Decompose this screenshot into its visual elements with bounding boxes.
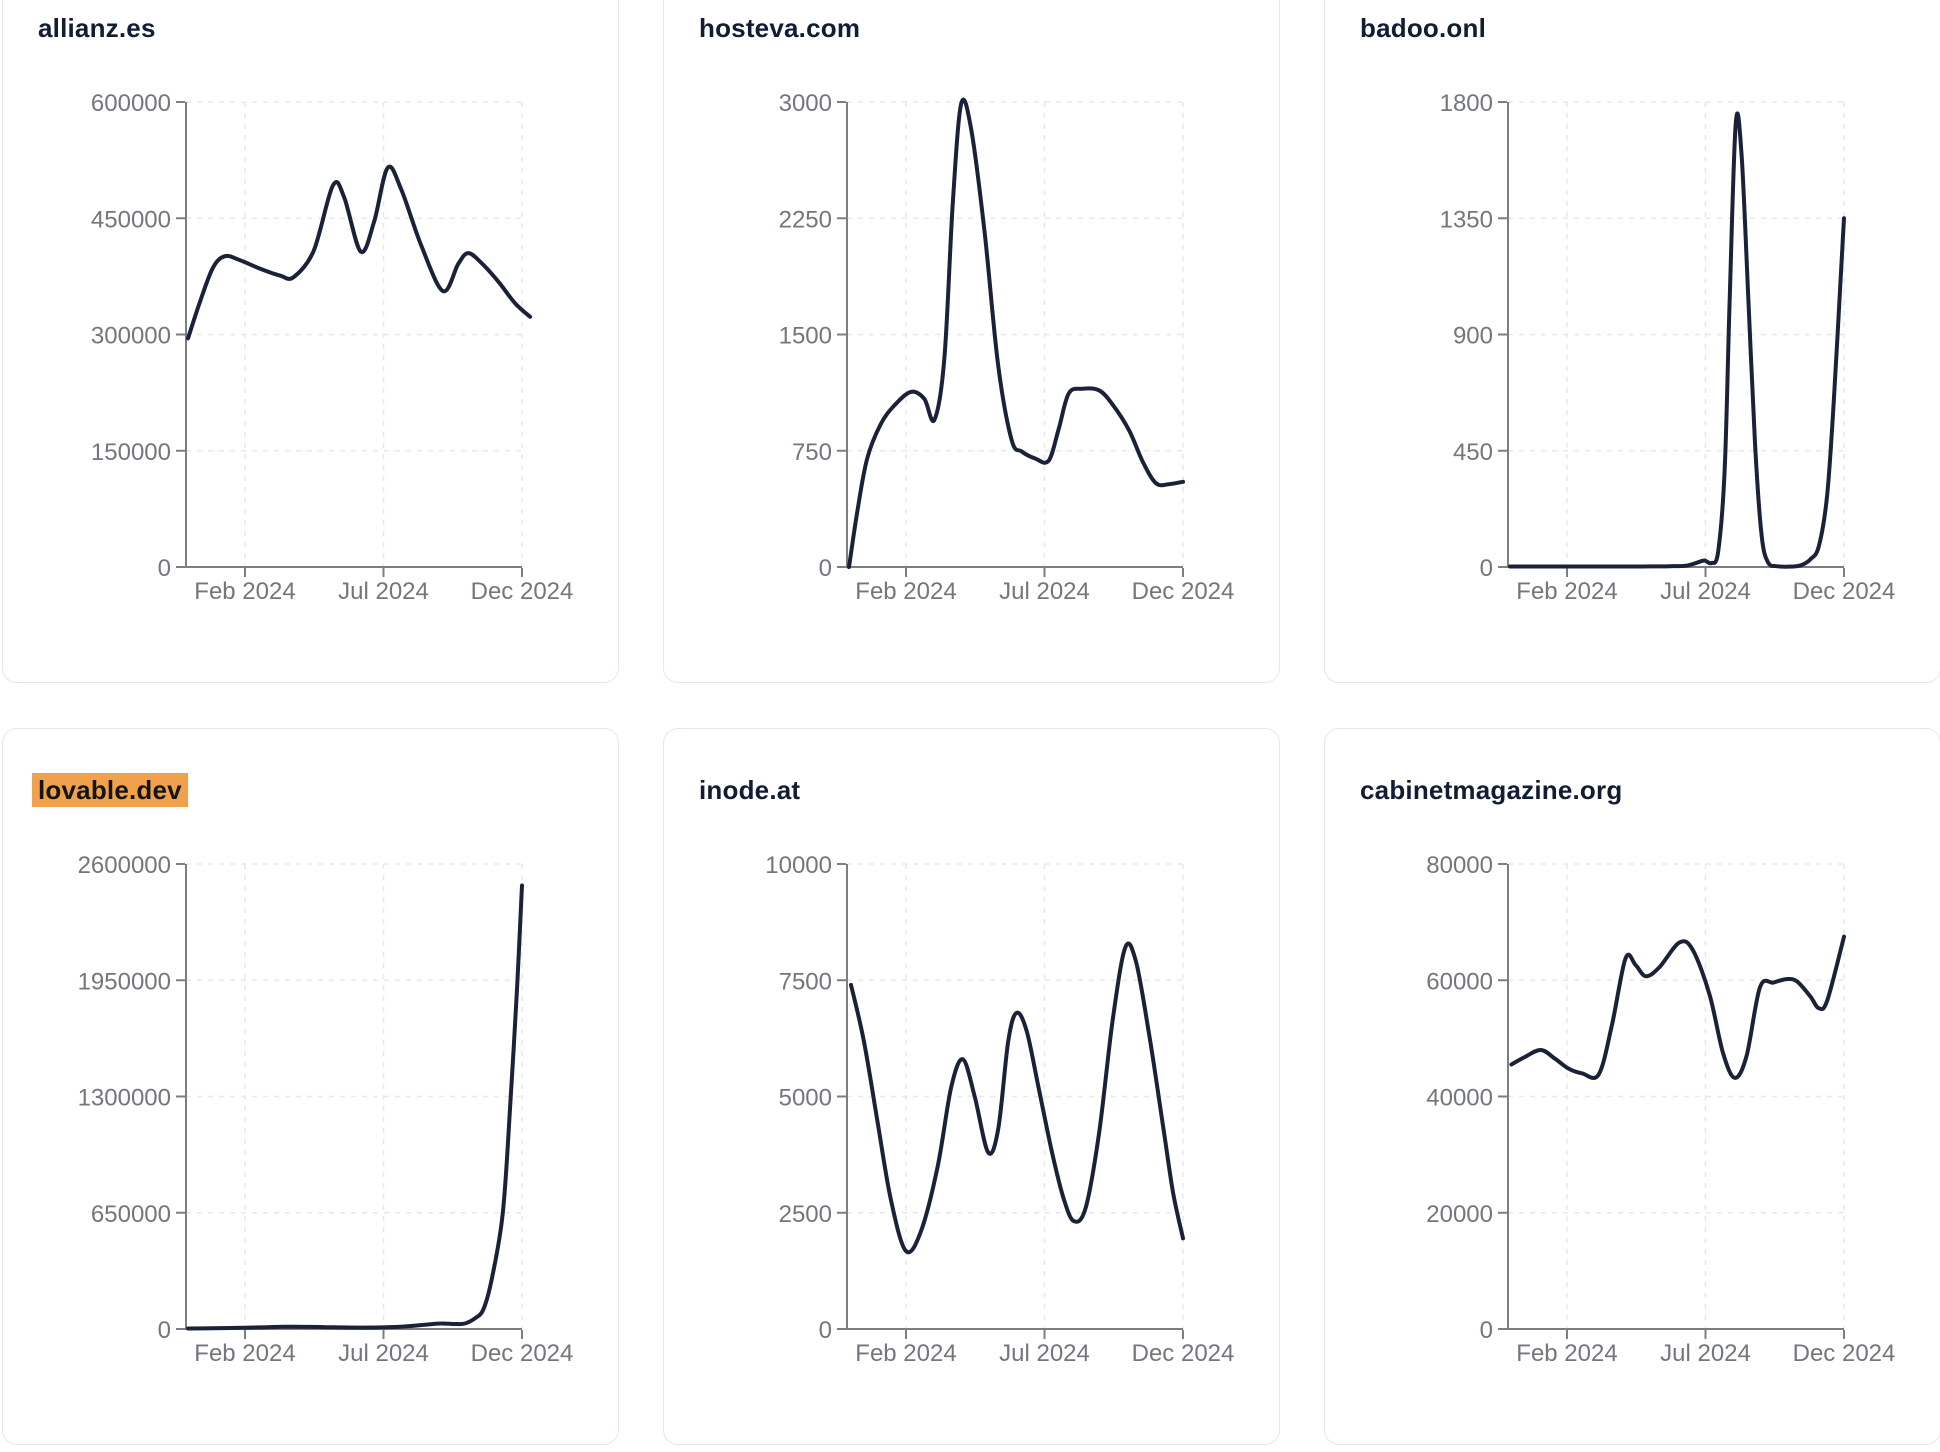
x-tick-label: Feb 2024 (1516, 1340, 1617, 1367)
axes (837, 863, 1184, 1339)
chart-card-hosteva-com[interactable]: hosteva.com 0 750 1500 2250 3000 Feb 2024 Jul … (663, 0, 1280, 683)
axes (837, 101, 1184, 577)
y-tick-label: 0 (1480, 1317, 1493, 1344)
line-chart-svg: 0 150000 300000 450000 600000 Feb 2024 Jul 202… (91, 90, 574, 605)
y-tick-label: 0 (819, 1317, 832, 1344)
y-tick-label: 5000 (779, 1085, 832, 1112)
y-tick-label: 750 (792, 439, 832, 466)
y-tick-label: 450000 (91, 206, 171, 233)
y-tick-label: 0 (819, 555, 832, 582)
x-tick-label: Dec 2024 (1132, 1340, 1235, 1367)
chart-title-text: allianz.es (38, 13, 156, 43)
series-line (849, 941, 1185, 1255)
chart-title-text: inode.at (699, 775, 801, 805)
x-tick-label: Jul 2024 (1660, 1340, 1751, 1367)
axes (176, 863, 523, 1339)
line-chart-svg: 0 650000 1300000 1950000 2600000 Feb 2024 Jul … (78, 852, 574, 1367)
grid (1508, 101, 1845, 567)
axes (1498, 101, 1845, 577)
y-tick-label: 150000 (91, 439, 171, 466)
y-tick-label: 7500 (779, 968, 832, 995)
y-tick-label: 1350 (1440, 206, 1493, 233)
chart-title-text: cabinetmagazine.org (1360, 775, 1623, 805)
chart-title-text: lovable.dev (32, 773, 188, 807)
x-tick-label: Feb 2024 (194, 578, 295, 605)
y-tick-label: 650000 (91, 1201, 171, 1228)
x-tick-label: Dec 2024 (1793, 1340, 1896, 1367)
x-tick-label: Dec 2024 (471, 1340, 574, 1367)
y-tick-label: 0 (158, 555, 171, 582)
chart-card-cabinetmagazine-org[interactable]: cabinetmagazine.org 0 20000 40000 60000 8000… (1324, 728, 1940, 1445)
series-line (1509, 934, 1846, 1080)
axis-lines (1507, 102, 1844, 568)
y-tick-label: 1950000 (78, 968, 171, 995)
x-tick-label: Jul 2024 (338, 1340, 429, 1367)
line-chart-svg: 0 750 1500 2250 3000 Feb 2024 Jul 2024 Dec 2024 (779, 90, 1235, 605)
y-tick-label: 450 (1453, 439, 1493, 466)
grid (847, 101, 1184, 567)
grid (186, 863, 523, 1329)
chart-title-text: badoo.onl (1360, 13, 1486, 43)
axes (176, 101, 523, 577)
chart-title: allianz.es (38, 13, 156, 44)
y-tick-label: 1800 (1440, 90, 1493, 117)
chart-card-lovable-dev[interactable]: lovable.dev 0 650000 1300000 1950000 2600000… (2, 728, 619, 1445)
x-tick-label: Dec 2024 (471, 578, 574, 605)
grid (186, 101, 523, 567)
grid (847, 863, 1184, 1329)
chart-card-allianz-es[interactable]: allianz.es 0 150000 300000 450000 600000 Feb … (2, 0, 619, 683)
chart-title-text: hosteva.com (699, 13, 861, 43)
chart-card-badoo-onl[interactable]: badoo.onl 0 450 900 1350 1800 Feb 2024 Jul 202… (1324, 0, 1940, 683)
y-tick-label: 40000 (1426, 1085, 1493, 1112)
chart-title: cabinetmagazine.org (1360, 775, 1622, 806)
x-tick-label: Feb 2024 (855, 1340, 956, 1367)
y-tick-label: 0 (1480, 555, 1493, 582)
x-tick-label: Dec 2024 (1132, 578, 1235, 605)
x-tick-label: Feb 2024 (1516, 578, 1617, 605)
y-tick-label: 1300000 (78, 1085, 171, 1112)
x-tick-label: Feb 2024 (194, 1340, 295, 1367)
axis-lines (846, 864, 1183, 1330)
axes (1498, 863, 1845, 1339)
series-line (847, 97, 1185, 569)
y-tick-label: 80000 (1426, 852, 1493, 879)
series-line (186, 883, 524, 1331)
x-tick-label: Feb 2024 (855, 578, 956, 605)
y-tick-label: 60000 (1426, 968, 1493, 995)
y-tick-label: 3000 (779, 90, 832, 117)
y-tick-label: 2250 (779, 206, 832, 233)
chart-title: hosteva.com (699, 13, 860, 44)
y-tick-label: 20000 (1426, 1201, 1493, 1228)
series-line (186, 164, 533, 341)
line-chart-svg: 0 2500 5000 7500 10000 Feb 2024 Jul 2024 Dec 20… (765, 852, 1235, 1367)
y-tick-label: 600000 (91, 90, 171, 117)
x-tick-label: Jul 2024 (999, 578, 1090, 605)
series-line (1508, 111, 1846, 569)
chart-title: badoo.onl (1360, 13, 1486, 44)
axis-lines (185, 864, 522, 1330)
line-chart-svg: 0 20000 40000 60000 80000 Feb 2024 Jul 2024 Dec… (1426, 852, 1896, 1367)
x-tick-label: Dec 2024 (1793, 578, 1896, 605)
chart-title: lovable.dev (32, 773, 188, 807)
axis-lines (1507, 864, 1844, 1330)
y-tick-label: 2500 (779, 1201, 832, 1228)
chart-title: inode.at (699, 775, 800, 806)
y-tick-label: 10000 (765, 852, 832, 879)
chart-card-inode-at[interactable]: inode.at 0 2500 5000 7500 10000 Feb 2024 Jul 2… (663, 728, 1280, 1445)
x-tick-label: Jul 2024 (999, 1340, 1090, 1367)
axis-lines (185, 102, 522, 568)
y-tick-label: 900 (1453, 323, 1493, 350)
y-tick-label: 0 (158, 1317, 171, 1344)
line-chart-svg: 0 450 900 1350 1800 Feb 2024 Jul 2024 Dec 2024 (1440, 90, 1896, 605)
y-tick-label: 2600000 (78, 852, 171, 879)
y-tick-label: 300000 (91, 323, 171, 350)
x-tick-label: Jul 2024 (1660, 578, 1751, 605)
grid (1508, 863, 1845, 1329)
y-tick-label: 1500 (779, 323, 832, 350)
x-tick-label: Jul 2024 (338, 578, 429, 605)
